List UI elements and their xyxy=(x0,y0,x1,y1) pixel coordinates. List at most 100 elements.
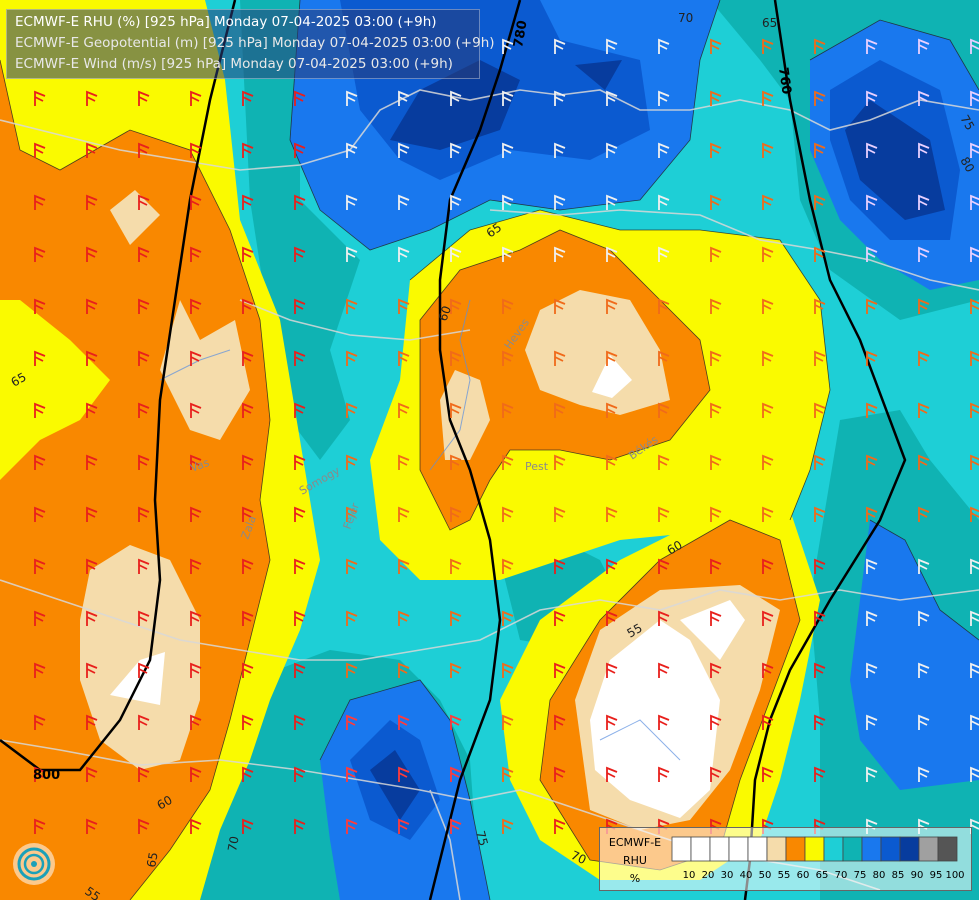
wind-barb xyxy=(138,142,150,158)
wind-barb xyxy=(86,350,98,366)
wind-barb xyxy=(346,558,358,574)
wind-barb xyxy=(190,558,202,574)
wind-barb xyxy=(970,38,979,54)
wind-barb xyxy=(658,402,670,418)
wind-barb xyxy=(554,818,566,834)
wind-barb xyxy=(658,558,670,574)
wind-barb xyxy=(762,142,774,158)
wind-barb xyxy=(970,714,979,730)
wind-barb xyxy=(138,246,150,262)
legend-scale: 10 20 30 40 50 55 60 65 70 75 80 85 90 95 100 xyxy=(671,836,965,881)
wind-barb xyxy=(190,506,202,522)
wind-barb xyxy=(658,246,670,262)
wind-barb xyxy=(658,766,670,782)
wind-barb xyxy=(762,402,774,418)
wind-barb xyxy=(918,298,930,314)
wind-barb xyxy=(658,454,670,470)
wind-barb xyxy=(242,610,254,626)
wind-barb xyxy=(710,142,722,158)
legend-tick-label: 10 xyxy=(683,870,696,881)
rhu-fill-55 xyxy=(525,290,670,415)
wind-barb xyxy=(294,662,306,678)
wind-barb xyxy=(242,714,254,730)
wind-barb xyxy=(450,506,462,522)
wind-barb xyxy=(190,298,202,314)
wind-barb xyxy=(34,818,46,834)
logo-swirl-icon xyxy=(17,847,51,881)
wind-barb xyxy=(606,766,618,782)
wind-barb xyxy=(762,298,774,314)
wind-barb xyxy=(970,454,979,470)
wind-barb xyxy=(346,818,358,834)
wind-barb xyxy=(606,298,618,314)
wind-barb xyxy=(34,766,46,782)
wind-barb xyxy=(398,402,410,418)
wind-barb xyxy=(34,246,46,262)
legend-swatch xyxy=(728,836,749,862)
wind-barb xyxy=(138,662,150,678)
wind-barb xyxy=(866,506,878,522)
wind-barb xyxy=(346,610,358,626)
rhu-contour-label: 75 xyxy=(957,113,977,133)
rhu-fill-90 xyxy=(390,60,520,150)
geopotential-lines xyxy=(0,0,907,900)
wind-barb xyxy=(762,766,774,782)
wind-barb xyxy=(970,298,979,314)
wind-barb xyxy=(814,662,826,678)
wind-barb xyxy=(762,454,774,470)
wind-barb xyxy=(970,142,979,158)
rhu-contour-label: 65 xyxy=(762,16,777,30)
wind-barb xyxy=(346,90,358,106)
rhu-contour-label: 55 xyxy=(625,621,645,641)
legend-swatch xyxy=(842,836,863,862)
rhu-fill-55 xyxy=(110,190,160,245)
wind-barb xyxy=(606,90,618,106)
rhu-contour-label: 70 xyxy=(225,835,241,852)
wind-barb xyxy=(86,90,98,106)
legend-tick-label: 85 xyxy=(892,870,905,881)
wind-barb xyxy=(762,714,774,730)
rhu-fill-55 xyxy=(440,370,490,460)
wind-barb xyxy=(866,142,878,158)
wind-barb xyxy=(346,194,358,210)
wind-barb xyxy=(86,194,98,210)
wind-barb xyxy=(242,90,254,106)
wind-barb xyxy=(658,90,670,106)
wind-barb xyxy=(190,142,202,158)
wind-barb xyxy=(398,818,410,834)
wind-barb xyxy=(710,766,722,782)
wind-barb xyxy=(398,350,410,366)
wind-barb xyxy=(554,194,566,210)
wind-barb xyxy=(970,610,979,626)
wind-barb xyxy=(658,610,670,626)
wind-barb xyxy=(866,454,878,470)
wind-barb xyxy=(710,38,722,54)
rhu-contour-label: 80 xyxy=(957,155,977,175)
wind-barb xyxy=(450,610,462,626)
wind-barb xyxy=(294,610,306,626)
wind-barb xyxy=(34,90,46,106)
wind-barb xyxy=(242,194,254,210)
wind-barb xyxy=(398,90,410,106)
legend-tick-label: 20 xyxy=(702,870,715,881)
wind-barb xyxy=(502,818,514,834)
wind-barb xyxy=(814,402,826,418)
wind-barb xyxy=(866,714,878,730)
wind-barb xyxy=(658,298,670,314)
wind-barb xyxy=(294,766,306,782)
wind-barb xyxy=(138,766,150,782)
wind-barb xyxy=(918,766,930,782)
wind-barb xyxy=(606,454,618,470)
wind-barb xyxy=(294,454,306,470)
legend-tick-label: 70 xyxy=(835,870,848,881)
rhu-fill-50 xyxy=(592,355,632,398)
wind-barb xyxy=(294,506,306,522)
wind-barb xyxy=(762,194,774,210)
wind-barb xyxy=(34,454,46,470)
wind-barb xyxy=(814,454,826,470)
wind-barb xyxy=(502,90,514,106)
wind-barb xyxy=(918,194,930,210)
legend-title-variable: RHU xyxy=(623,854,647,867)
wind-barb xyxy=(86,558,98,574)
